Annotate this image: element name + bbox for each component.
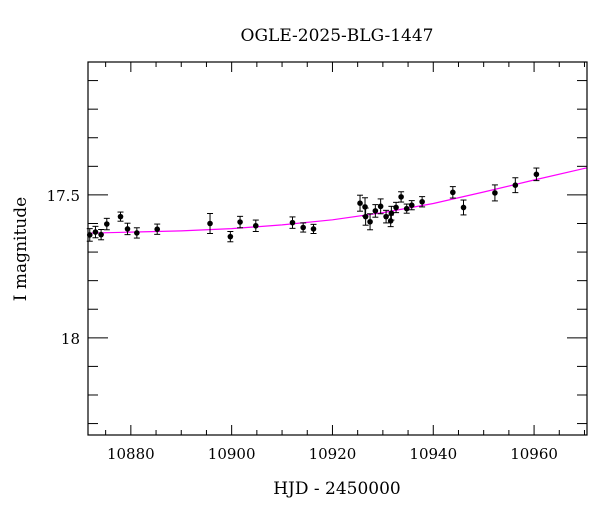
point-marker [362,213,369,220]
data-point [512,177,519,194]
point-marker [367,218,373,225]
data-point [362,207,369,226]
point-marker [450,189,456,196]
data-point [377,198,384,215]
data-point [133,227,140,239]
data-point [403,203,410,214]
point-marker [310,226,317,232]
data-point [310,223,317,234]
data-point [388,205,395,221]
data-point [383,209,390,224]
data-point [207,212,214,234]
point-marker [460,204,467,211]
x-tick-label: 10900 [208,445,256,463]
data-point [289,216,296,229]
data-point [367,213,374,231]
point-marker [154,226,161,233]
plot-frame [87,61,588,436]
data-point [449,186,456,199]
point-marker [393,204,399,211]
data-point [92,225,99,239]
data-point [460,199,467,216]
point-marker [289,219,296,226]
point-marker [252,222,259,229]
data-point [408,200,415,211]
point-marker [92,229,99,235]
point-marker [387,218,394,224]
data-point [300,222,307,233]
data-point [117,211,124,222]
y-tick-label: 18 [61,330,80,348]
data-point [98,228,105,241]
point-marker [237,219,243,225]
point-marker [357,200,363,206]
point-marker [372,208,379,214]
point-marker [124,226,131,232]
x-tick-label: 10920 [309,445,357,463]
x-tick-label: 10960 [510,445,558,463]
data-point [491,184,498,202]
data-point [237,215,244,229]
point-marker [383,213,389,220]
point-marker [388,210,395,217]
point-marker [207,220,213,227]
point-marker [227,233,234,240]
data-point [419,196,426,208]
data-point [103,217,110,231]
point-marker [98,231,104,238]
data-point [154,223,161,235]
y-axis-label: I magnitude [11,197,31,301]
point-marker [533,171,540,178]
model-curve [87,167,588,234]
point-marker [403,205,410,212]
x-tick-label: 10880 [107,445,155,463]
data-point [124,222,131,236]
point-marker [408,202,415,208]
data-point [252,219,259,232]
point-marker [300,224,306,231]
point-marker [419,198,425,205]
point-marker [492,190,498,196]
point-marker [104,221,110,227]
chart-title: OGLE-2025-BLG-1447 [241,26,434,46]
point-marker [398,194,404,200]
point-marker [377,203,384,210]
point-marker [134,230,140,236]
point-marker [362,204,368,210]
data-point [533,167,540,182]
data-point [398,191,405,203]
point-marker [117,213,124,220]
data-point [357,194,364,212]
y-tick-label: 17.5 [47,187,80,205]
x-tick-label: 10940 [409,445,457,463]
point-marker [512,182,519,188]
data-point [393,201,400,214]
x-axis-label: HJD - 2450000 [273,479,401,499]
data-point [227,230,234,243]
data-point [372,204,379,218]
